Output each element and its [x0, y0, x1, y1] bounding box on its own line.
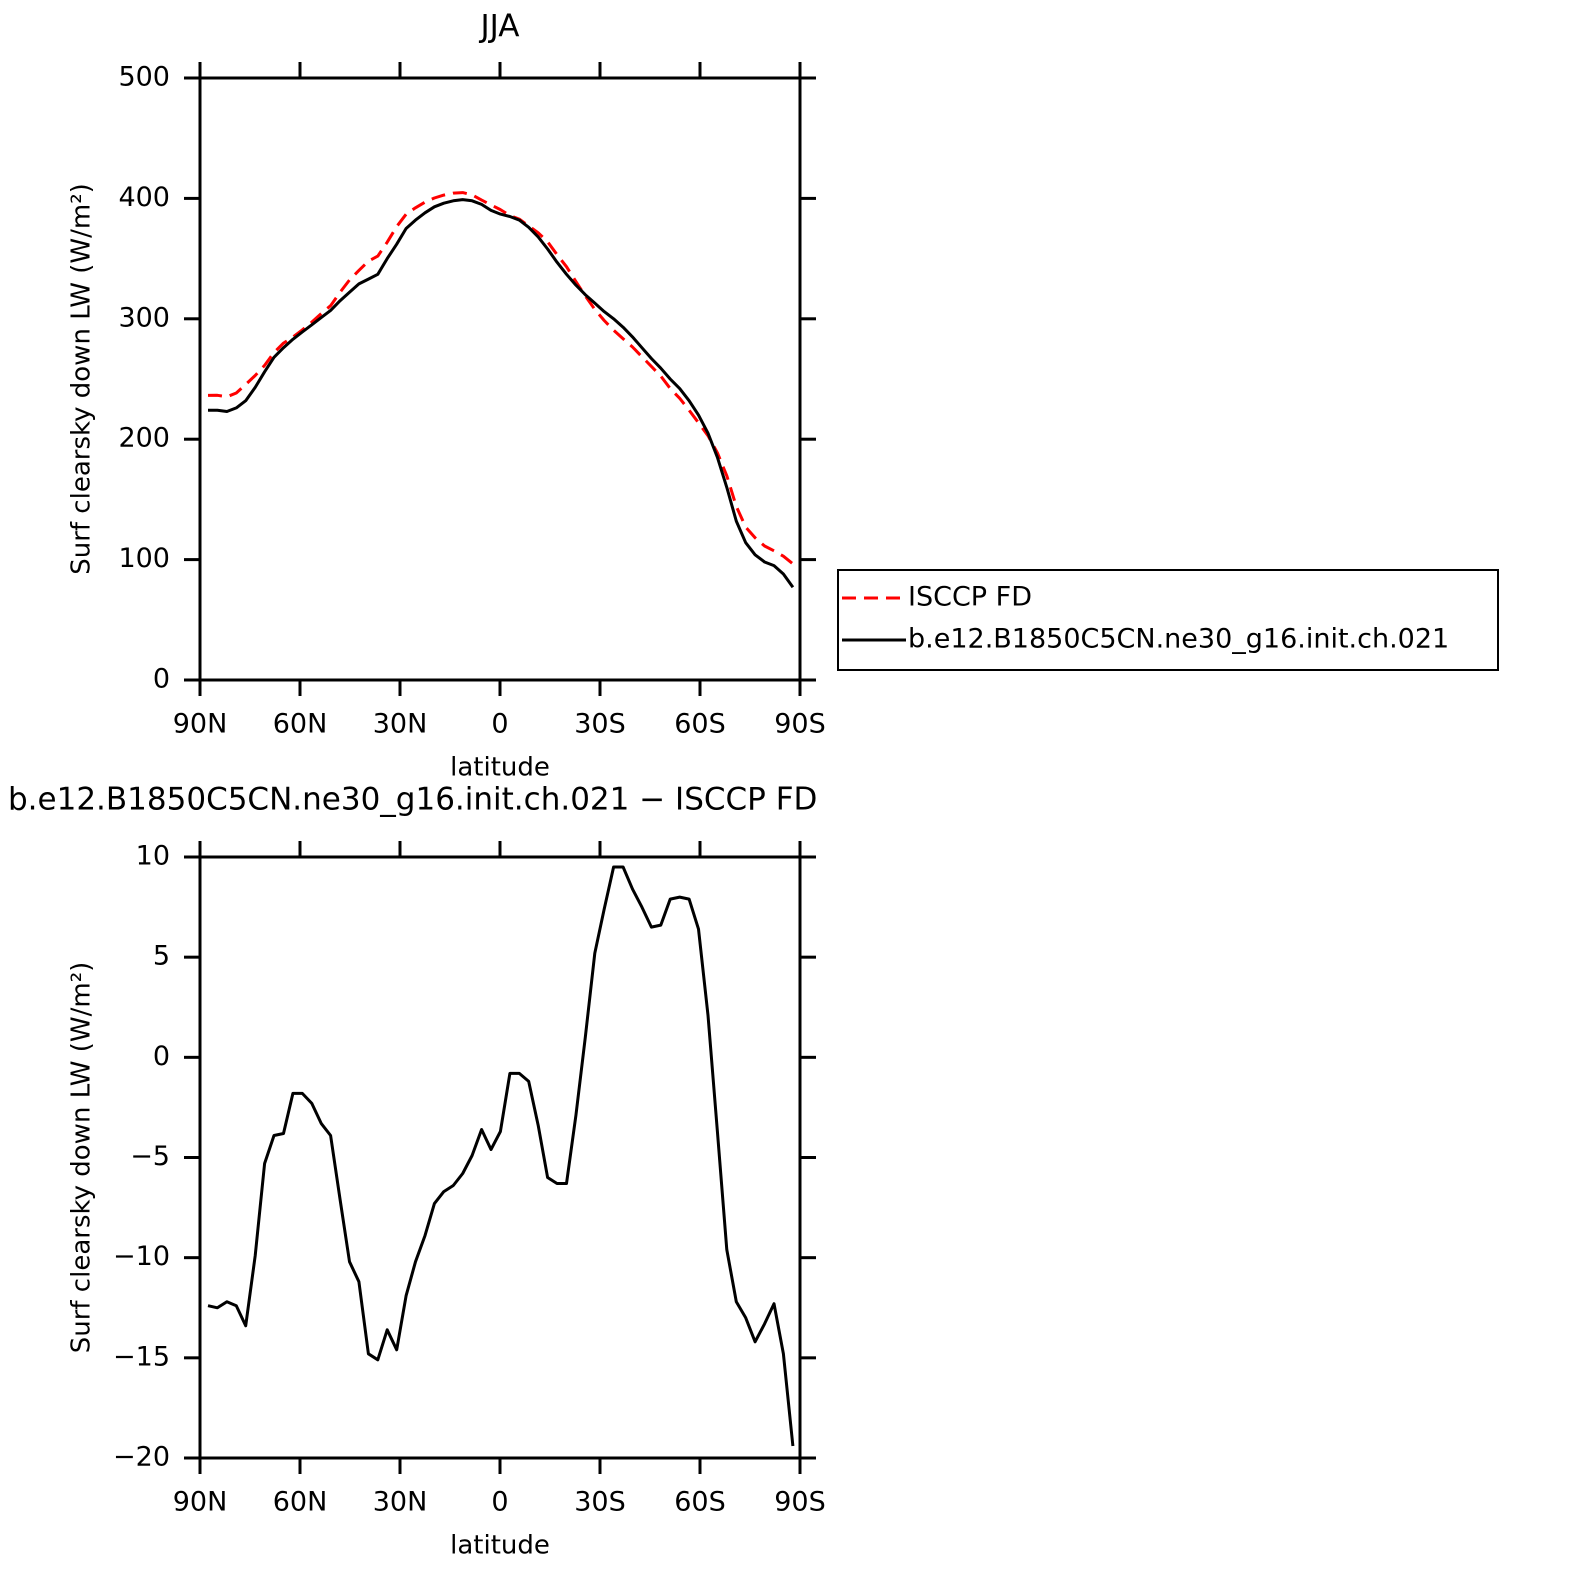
x-tick-label: 30S	[574, 709, 626, 740]
x-tick-label: 60N	[273, 709, 328, 740]
data-line	[207, 865, 795, 1447]
legend-box	[837, 569, 1499, 671]
x-tick-label: 90N	[173, 709, 228, 740]
y-tick-label: −15	[113, 1341, 170, 1372]
x-tick-label: 60S	[674, 709, 726, 740]
y-tick-label: 5	[153, 941, 170, 972]
x-tick-label: 60S	[674, 1487, 726, 1518]
x-axis-label: latitude	[450, 753, 550, 783]
y-tick-label: 10	[136, 841, 170, 872]
x-tick-label: 90N	[173, 1487, 228, 1518]
x-tick-label: 90S	[774, 709, 826, 740]
chart-title: b.e12.B1850C5CN.ne30_g16.init.ch.021 − I…	[8, 782, 817, 818]
y-tick-label: 300	[118, 302, 170, 333]
y-tick-label: −10	[113, 1241, 170, 1272]
data-line	[207, 191, 794, 566]
y-tick-label: −5	[130, 1141, 170, 1172]
x-tick-label: 30N	[373, 1487, 428, 1518]
x-tick-label: 60N	[273, 1487, 328, 1518]
plot-frame	[198, 855, 802, 1460]
y-tick-label: 200	[118, 423, 170, 454]
legend-label: ISCCP FD	[908, 582, 1032, 613]
y-tick-label: 400	[118, 182, 170, 213]
y-axis-label: Surf clearsky down LW (W/m²)	[67, 183, 97, 575]
data-line	[208, 198, 795, 589]
x-tick-label: 0	[491, 1487, 508, 1518]
y-tick-label: 0	[153, 1041, 170, 1072]
x-tick-label: 30S	[574, 1487, 626, 1518]
x-tick-label: 90S	[774, 1487, 826, 1518]
y-tick-label: 100	[118, 543, 170, 574]
legend-label: b.e12.B1850C5CN.ne30_g16.init.ch.021	[908, 624, 1449, 655]
x-axis-label: latitude	[450, 1531, 550, 1561]
y-tick-label: −20	[113, 1442, 170, 1473]
y-tick-label: 500	[118, 62, 170, 93]
y-axis-label: Surf clearsky down LW (W/m²)	[67, 962, 97, 1354]
x-tick-label: 30N	[373, 709, 428, 740]
plot-frame	[198, 76, 802, 682]
chart-title: JJA	[479, 9, 520, 45]
x-tick-label: 0	[491, 709, 508, 740]
y-tick-label: 0	[153, 664, 170, 695]
